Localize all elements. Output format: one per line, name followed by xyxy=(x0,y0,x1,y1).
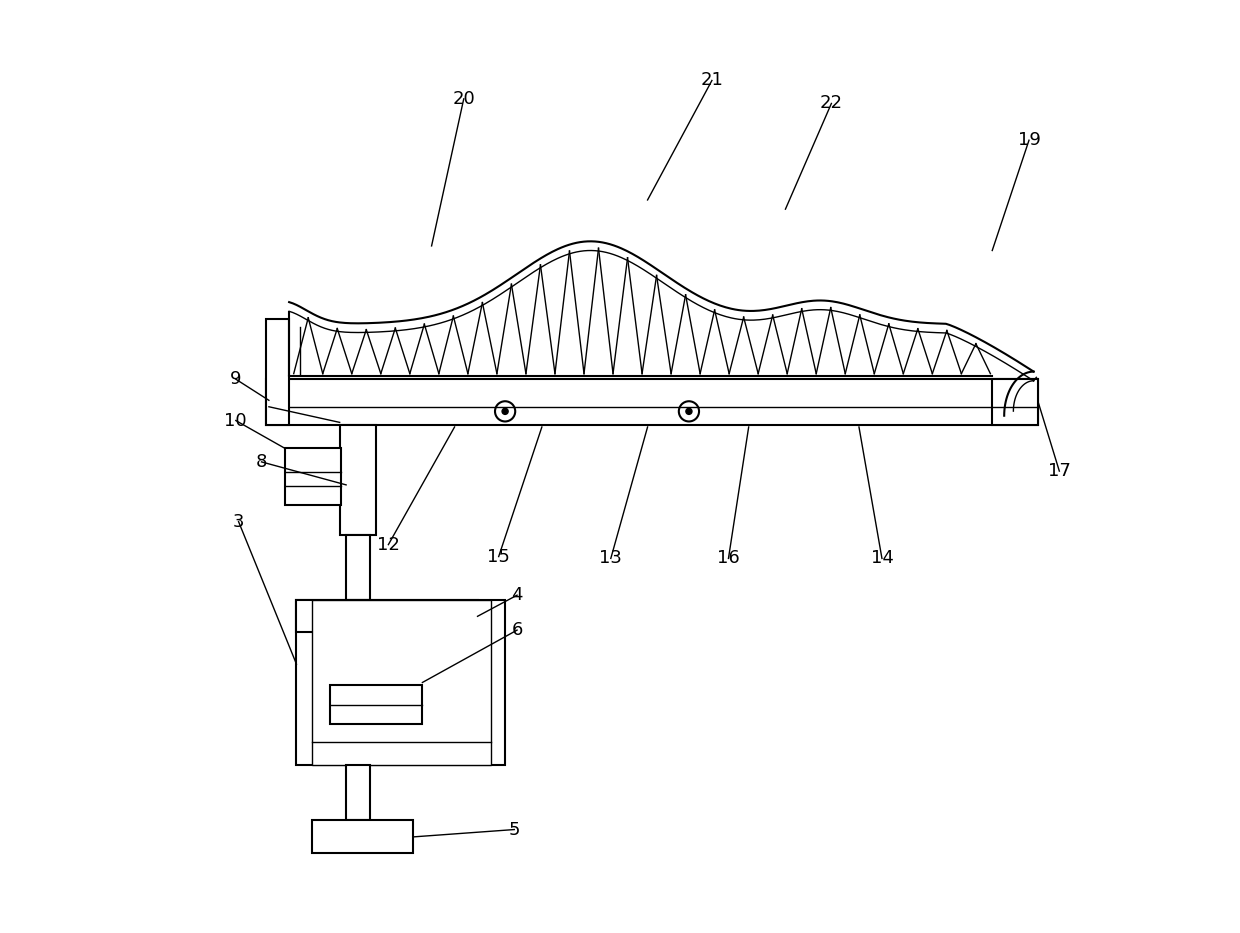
Text: 8: 8 xyxy=(255,453,268,471)
Bar xyxy=(296,600,477,632)
Bar xyxy=(267,319,289,425)
Bar xyxy=(267,379,1038,425)
Text: 22: 22 xyxy=(820,94,843,113)
Bar xyxy=(992,379,1038,425)
Text: 17: 17 xyxy=(1048,462,1071,480)
Text: 10: 10 xyxy=(224,411,247,429)
Circle shape xyxy=(502,409,508,414)
Bar xyxy=(331,685,423,724)
Text: 21: 21 xyxy=(701,72,723,90)
Circle shape xyxy=(686,409,692,414)
Bar xyxy=(346,765,370,820)
Bar xyxy=(312,600,491,765)
Bar xyxy=(346,536,370,600)
Text: 5: 5 xyxy=(508,820,520,839)
Text: 6: 6 xyxy=(511,621,523,639)
Text: 19: 19 xyxy=(1018,132,1040,149)
Text: 20: 20 xyxy=(453,90,475,108)
Text: 12: 12 xyxy=(377,536,399,553)
Bar xyxy=(296,600,505,765)
Bar xyxy=(340,425,377,536)
Text: 9: 9 xyxy=(231,370,242,388)
Text: 13: 13 xyxy=(599,550,622,567)
Bar xyxy=(312,820,413,853)
Text: 16: 16 xyxy=(717,550,740,567)
Bar xyxy=(284,448,341,505)
Text: 15: 15 xyxy=(487,548,510,565)
Text: 14: 14 xyxy=(870,550,893,567)
Text: 4: 4 xyxy=(511,586,523,605)
Text: 3: 3 xyxy=(233,512,244,531)
